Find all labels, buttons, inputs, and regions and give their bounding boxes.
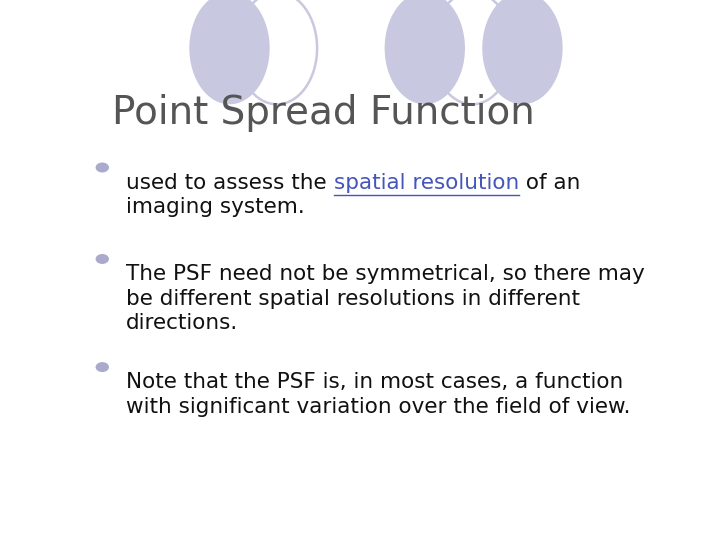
Text: The PSF need not be symmetrical, so there may: The PSF need not be symmetrical, so ther… <box>126 265 645 285</box>
Text: Note that the PSF is, in most cases, a function: Note that the PSF is, in most cases, a f… <box>126 373 624 393</box>
Text: with significant variation over the field of view.: with significant variation over the fiel… <box>126 396 631 416</box>
Circle shape <box>96 362 109 372</box>
Circle shape <box>96 163 109 172</box>
Ellipse shape <box>189 0 270 104</box>
Text: of an: of an <box>519 173 580 193</box>
Text: used to assess the: used to assess the <box>126 173 334 193</box>
Text: be different spatial resolutions in different: be different spatial resolutions in diff… <box>126 288 580 308</box>
Ellipse shape <box>384 0 465 104</box>
Text: directions.: directions. <box>126 313 238 333</box>
Text: Point Spread Function: Point Spread Function <box>112 94 535 132</box>
Text: imaging system.: imaging system. <box>126 197 305 217</box>
Ellipse shape <box>482 0 562 104</box>
Circle shape <box>96 254 109 264</box>
Text: spatial resolution: spatial resolution <box>334 173 519 193</box>
